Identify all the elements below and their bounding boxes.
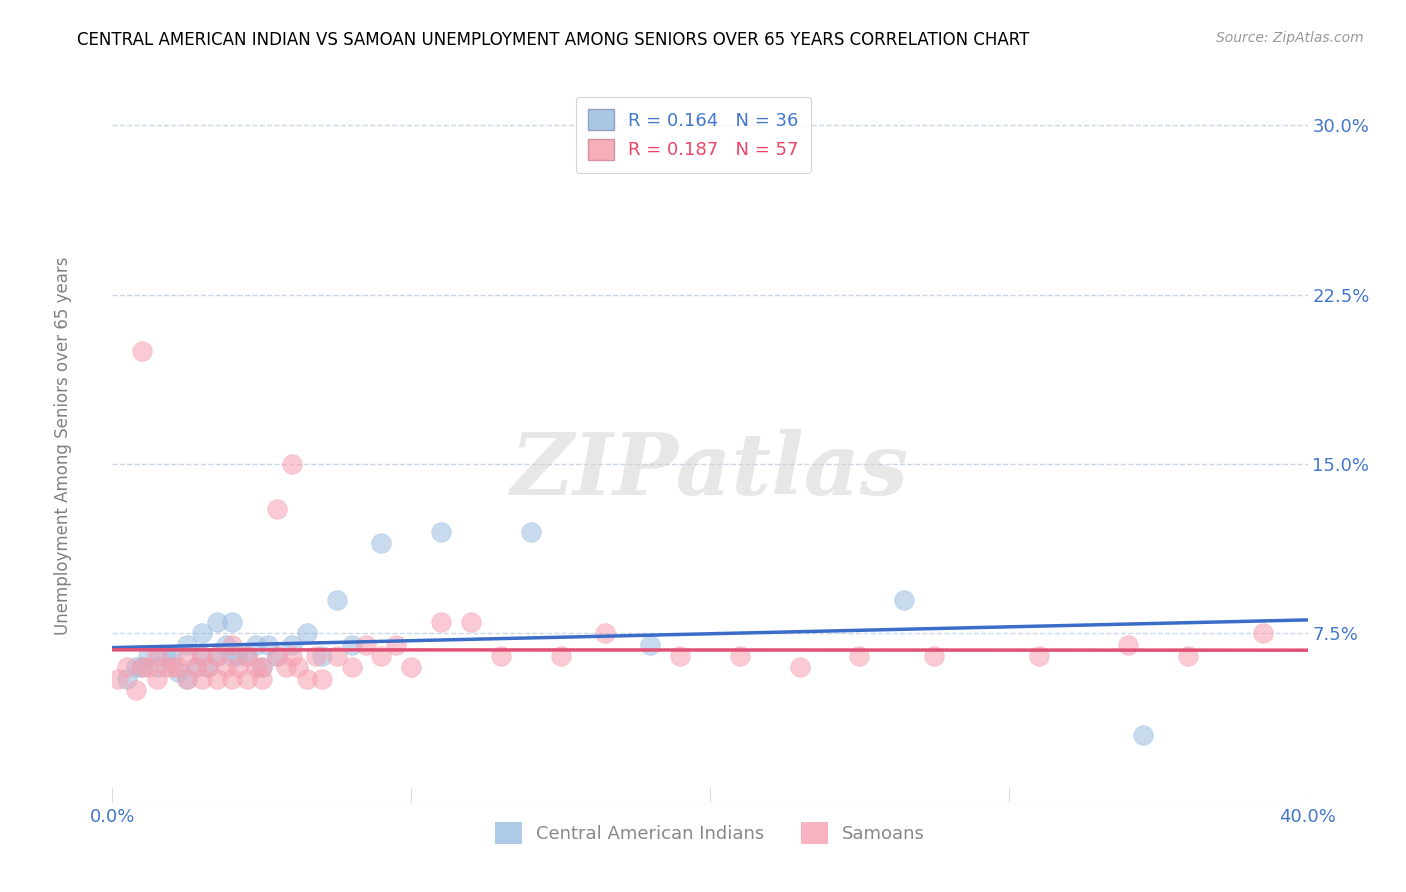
Point (340, 660, 363, 674)
Point (176, 672, 198, 686)
Point (1118, 638, 1140, 652)
Point (162, 660, 183, 674)
Point (191, 672, 214, 686)
Point (221, 615, 243, 630)
Point (311, 648, 333, 663)
Point (325, 648, 347, 663)
Point (125, 660, 148, 674)
Point (250, 660, 273, 674)
Point (311, 672, 333, 686)
Point (281, 648, 304, 663)
Point (595, 626, 617, 640)
Point (205, 648, 228, 663)
Legend: Central American Indians, Samoans: Central American Indians, Samoans (488, 815, 932, 852)
Point (215, 660, 238, 674)
Point (167, 665, 190, 679)
Point (305, 648, 328, 663)
Point (197, 660, 219, 674)
Point (728, 648, 751, 663)
Point (257, 638, 280, 652)
Point (176, 638, 198, 652)
Point (370, 536, 392, 550)
Point (1132, 728, 1154, 742)
Point (236, 648, 259, 663)
Point (1177, 648, 1199, 663)
Point (215, 638, 238, 652)
Point (1251, 626, 1274, 640)
Text: Source: ZipAtlas.com: Source: ZipAtlas.com (1216, 31, 1364, 45)
Point (197, 660, 219, 674)
Point (236, 648, 259, 663)
Point (226, 660, 249, 674)
Point (848, 648, 870, 663)
Point (221, 672, 243, 686)
Point (295, 626, 318, 640)
Point (266, 648, 288, 663)
Point (125, 682, 148, 697)
Point (274, 660, 297, 674)
Point (167, 660, 190, 674)
Point (356, 638, 378, 652)
Point (430, 615, 453, 630)
Point (131, 660, 153, 674)
Point (107, 672, 129, 686)
Point (295, 672, 318, 686)
Text: CENTRAL AMERICAN INDIAN VS SAMOAN UNEMPLOYMENT AMONG SENIORS OVER 65 YEARS CORRE: CENTRAL AMERICAN INDIAN VS SAMOAN UNEMPL… (77, 31, 1029, 49)
Point (221, 648, 243, 663)
Point (789, 660, 811, 674)
Point (370, 648, 392, 663)
Text: Unemployment Among Seniors over 65 years: Unemployment Among Seniors over 65 years (55, 257, 72, 635)
Point (221, 638, 243, 652)
Point (131, 660, 153, 674)
Point (205, 648, 228, 663)
Point (191, 626, 214, 640)
Point (245, 660, 267, 674)
Point (489, 648, 512, 663)
Point (186, 660, 208, 674)
Point (281, 457, 304, 471)
Point (287, 660, 309, 674)
Point (266, 648, 288, 663)
Point (138, 648, 160, 663)
Point (117, 660, 139, 674)
Point (146, 648, 169, 663)
Point (205, 672, 228, 686)
Point (550, 648, 572, 663)
Point (385, 638, 408, 652)
Point (460, 615, 482, 630)
Point (250, 672, 273, 686)
Point (640, 638, 662, 652)
Point (430, 524, 453, 539)
Point (146, 660, 169, 674)
Point (922, 648, 945, 663)
Point (340, 638, 363, 652)
Point (117, 672, 139, 686)
Point (162, 648, 183, 663)
Point (146, 672, 169, 686)
Point (669, 648, 692, 663)
Point (893, 592, 915, 607)
Point (520, 524, 543, 539)
Point (245, 638, 267, 652)
Point (266, 502, 288, 516)
Point (176, 672, 198, 686)
Text: ZIPatlas: ZIPatlas (510, 429, 910, 512)
Point (401, 660, 423, 674)
Point (226, 648, 249, 663)
Point (155, 648, 177, 663)
Point (191, 648, 214, 663)
Point (155, 660, 177, 674)
Point (191, 648, 214, 663)
Point (1028, 648, 1050, 663)
Point (138, 660, 160, 674)
Point (176, 648, 198, 663)
Point (205, 615, 228, 630)
Point (131, 344, 153, 359)
Point (325, 592, 347, 607)
Point (281, 638, 304, 652)
Point (186, 660, 208, 674)
Point (250, 660, 273, 674)
Point (236, 672, 259, 686)
